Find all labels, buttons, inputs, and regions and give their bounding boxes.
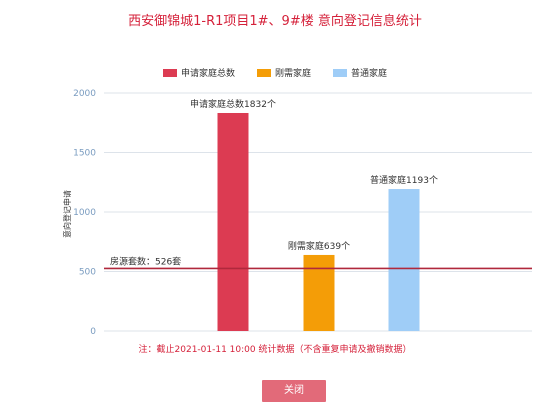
y-axis-label: 意向登记申请 (62, 190, 72, 238)
legend-item-ordinary[interactable]: 普通家庭 (333, 66, 387, 79)
legend-label-total: 申请家庭总数 (180, 69, 235, 79)
data-label: 申请家庭总数1832个 (190, 98, 276, 110)
y-tick-label: 1000 (73, 208, 96, 218)
data-label: 普通家庭1193个 (370, 174, 438, 186)
legend-label-ordinary: 普通家庭 (351, 69, 388, 79)
legend-item-rigid[interactable]: 刚需家庭 (256, 66, 311, 79)
legend-item-total[interactable]: 申请家庭总数 (162, 66, 235, 79)
y-tick-label: 1500 (73, 149, 96, 159)
legend-swatch-rigid (256, 68, 271, 77)
bar-total (217, 112, 249, 331)
reference-line-label: 房源套数：526套 (110, 255, 181, 267)
legend-swatch-ordinary (333, 68, 347, 77)
chart-title: 西安御锦城1-R1项目1#、9#楼 意向登记信息统计 (128, 14, 422, 29)
close-button[interactable]: 关闭 (262, 380, 326, 402)
bar-ordinary (388, 189, 420, 331)
note-text: 注：截止2021-01-11 10:00 统计数据（不含重复申请及撤销数据） (138, 345, 412, 355)
legend: 申请家庭总数 刚需家庭 普通家庭 (0, 66, 550, 79)
data-label: 刚需家庭639个 (288, 240, 350, 252)
bar-rigid (303, 254, 335, 331)
y-tick-label: 500 (79, 268, 96, 278)
y-tick-label: 2000 (73, 89, 96, 99)
legend-swatch-total (162, 68, 177, 77)
y-tick-label: 0 (90, 327, 96, 337)
legend-label-rigid: 刚需家庭 (274, 69, 311, 79)
